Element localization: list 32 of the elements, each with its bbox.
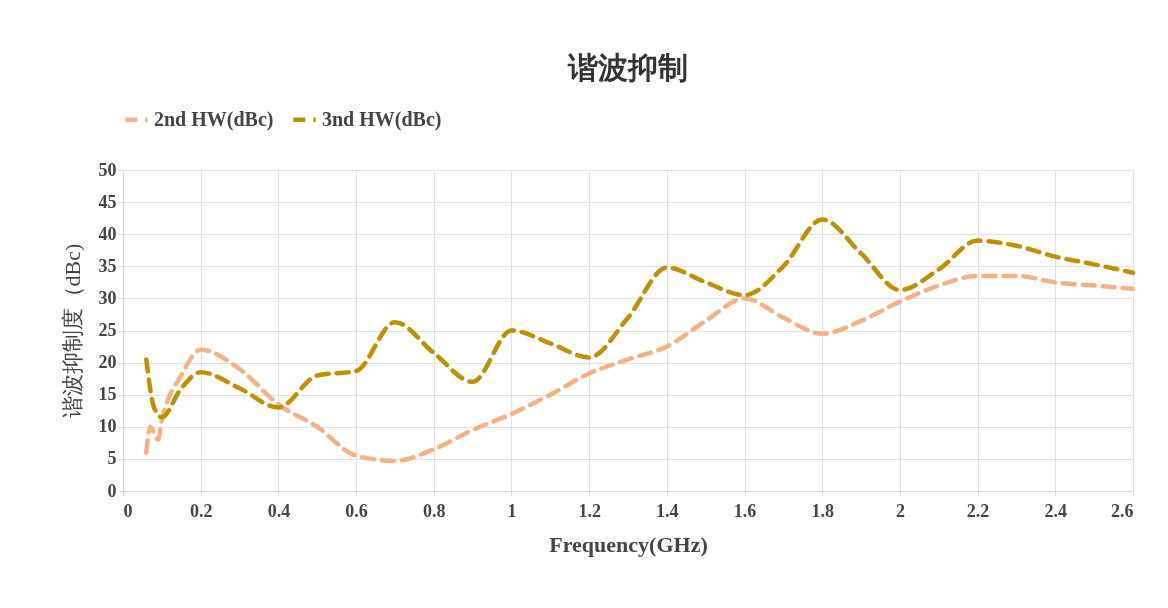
x-tick-label: 0.4: [267, 500, 291, 521]
chart-title: 谐波抑制: [567, 51, 688, 84]
legend-label: 2nd HW(dBc): [154, 107, 274, 131]
line-series: [144, 273, 1136, 464]
y-tick-label: 15: [98, 384, 117, 405]
y-tick-label: 20: [98, 352, 117, 373]
x-tick-label: 2.4: [1044, 500, 1068, 521]
x-axis-title: Frequency(GHz): [549, 531, 708, 557]
y-tick-label: 45: [98, 191, 117, 212]
y-tick-label: 40: [98, 223, 117, 244]
x-tick-label: 1: [507, 500, 517, 521]
x-tick-label: 0.2: [189, 500, 213, 521]
y-tick-label: 0: [107, 480, 117, 501]
y-tick-label: 10: [98, 416, 117, 437]
x-tick-label: 1.8: [811, 500, 834, 521]
x-tick-label: 2.2: [966, 500, 990, 521]
y-tick-label: 35: [98, 255, 117, 276]
legend-label: 3nd HW(dBc): [322, 107, 442, 131]
x-tick-label: 0: [123, 500, 133, 521]
x-tick-label: 1.6: [733, 500, 757, 521]
y-tick-label: 30: [98, 287, 117, 308]
y-axis-title: 谐波抑制度（dBc): [59, 243, 85, 419]
x-tick-label: 2.6: [1111, 500, 1134, 521]
x-tick-label: 0.6: [345, 500, 368, 521]
x-tick-label: 1.2: [578, 500, 601, 521]
y-tick-label: 25: [98, 320, 117, 340]
x-tick-label: 2: [895, 500, 905, 521]
y-tick-label: 50: [98, 159, 117, 180]
x-tick-label: 0.8: [423, 500, 446, 521]
x-tick-label: 1.4: [656, 500, 679, 521]
y-tick-label: 5: [107, 448, 117, 469]
line-series: [144, 217, 1136, 420]
